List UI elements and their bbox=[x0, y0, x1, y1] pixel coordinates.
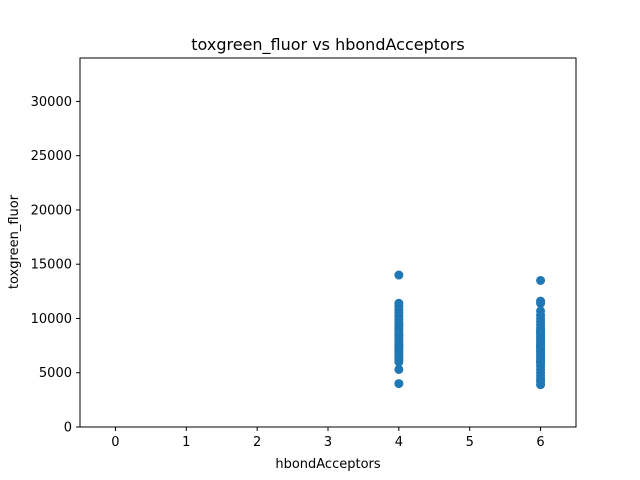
data-point bbox=[536, 380, 546, 390]
data-point bbox=[394, 357, 404, 367]
x-axis-label: hbondAcceptors bbox=[275, 457, 381, 472]
y-tick-label: 25000 bbox=[31, 149, 72, 164]
data-point bbox=[536, 326, 546, 336]
x-tick-label: 2 bbox=[253, 435, 261, 450]
data-point bbox=[536, 342, 546, 352]
y-tick-label: 30000 bbox=[31, 95, 72, 110]
x-tick-label: 4 bbox=[395, 435, 403, 450]
data-point bbox=[394, 330, 404, 340]
y-tick-label: 20000 bbox=[31, 203, 72, 218]
chart-title: toxgreen_fluor vs hbondAcceptors bbox=[191, 35, 464, 55]
x-tick-label: 6 bbox=[536, 435, 544, 450]
data-point bbox=[394, 319, 404, 329]
data-point bbox=[394, 364, 404, 374]
y-axis-label: toxgreen_fluor bbox=[7, 194, 22, 289]
data-point bbox=[394, 379, 404, 389]
data-point bbox=[394, 341, 404, 351]
x-tick-label: 3 bbox=[324, 435, 332, 450]
data-point bbox=[536, 275, 546, 285]
plot-area bbox=[79, 57, 577, 428]
y-tick-label: 15000 bbox=[31, 258, 72, 273]
x-tick-label: 5 bbox=[466, 435, 474, 450]
y-tick-label: 0 bbox=[64, 421, 72, 436]
data-point bbox=[536, 357, 546, 367]
x-axis-ticks: 0 1 2 3 4 5 6 bbox=[111, 427, 545, 450]
x-tick-label: 1 bbox=[182, 435, 190, 450]
y-tick-label: 10000 bbox=[31, 312, 72, 327]
x-tick-label: 0 bbox=[111, 435, 119, 450]
data-point bbox=[536, 298, 546, 308]
data-point bbox=[394, 270, 404, 280]
y-tick-label: 5000 bbox=[39, 366, 72, 381]
data-points bbox=[394, 270, 546, 390]
y-axis-ticks: 0 5000 10000 15000 20000 25000 30000 bbox=[31, 95, 80, 436]
